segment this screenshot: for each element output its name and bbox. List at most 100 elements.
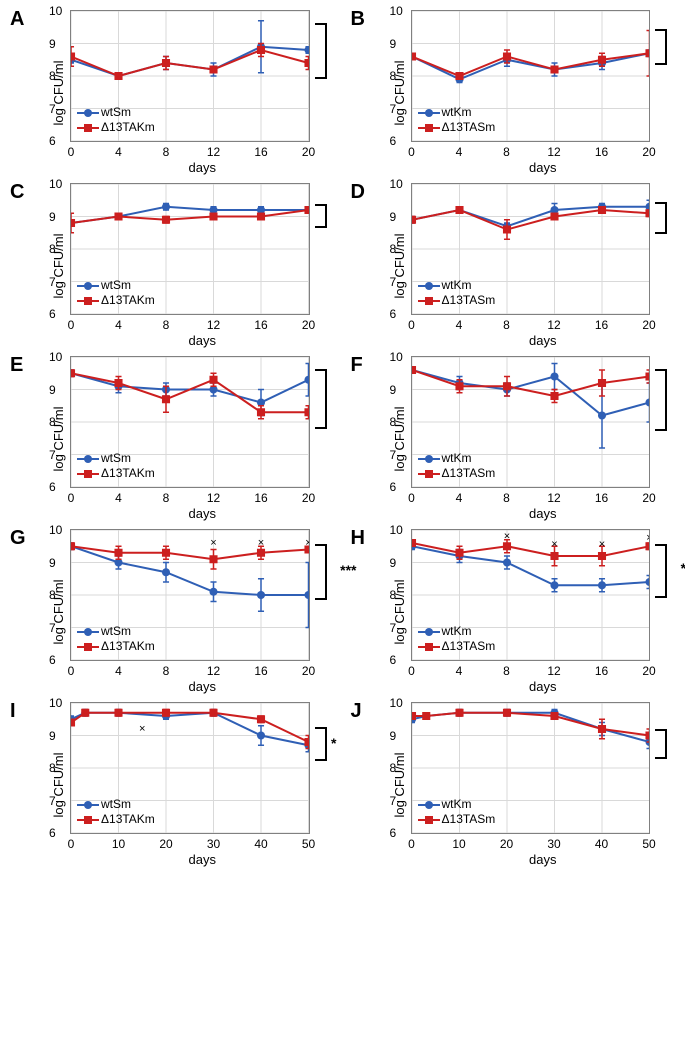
y-tick-label: 10 (390, 177, 403, 191)
legend: wtSmΔ13TAKm (77, 105, 155, 135)
legend-row: Δ13TAKm (77, 466, 155, 481)
x-tick-label: 4 (456, 664, 463, 678)
svg-text:×: × (139, 723, 145, 735)
x-tick-label: 16 (595, 318, 608, 332)
legend-row: wtSm (77, 105, 155, 120)
y-tick-label: 10 (49, 177, 62, 191)
x-tick-label: 16 (254, 491, 267, 505)
legend-label: wtSm (101, 278, 131, 293)
legend: wtSmΔ13TAKm (77, 797, 155, 827)
svg-text:×: × (503, 530, 509, 542)
svg-text:×: × (551, 539, 557, 551)
legend-label: wtKm (442, 105, 472, 120)
legend-label: Δ13TASm (442, 639, 496, 654)
x-tick-label: 8 (163, 664, 170, 678)
legend-label: wtSm (101, 105, 131, 120)
legend-row: Δ13TAKm (77, 812, 155, 827)
legend-swatch (418, 453, 440, 465)
chart-box: LB 20 °Clog CFU/ml678910048121620wtKmΔ13… (371, 10, 676, 175)
chart-box: M9 minimal mediumlog CFU/ml×678910010203… (30, 702, 335, 867)
x-axis-label: days (70, 160, 335, 175)
significance-label: * (331, 735, 336, 751)
x-tick-label: 16 (595, 491, 608, 505)
x-tick-label: 20 (302, 491, 315, 505)
y-tick-label: 7 (390, 794, 397, 808)
x-tick-label: 0 (408, 318, 415, 332)
x-tick-label: 0 (68, 491, 75, 505)
x-tick-label: 30 (207, 837, 220, 851)
legend-row: wtKm (418, 624, 496, 639)
y-tick-label: 8 (49, 415, 56, 429)
x-axis-label: days (70, 852, 335, 867)
svg-text:×: × (598, 539, 604, 551)
x-axis-label: days (411, 506, 676, 521)
x-tick-label: 0 (408, 664, 415, 678)
plot-area: 678910048121620wtKmΔ13TASm (411, 183, 651, 315)
y-tick-label: 8 (390, 242, 397, 256)
legend-swatch (77, 295, 99, 307)
y-tick-label: 9 (390, 383, 397, 397)
y-tick-label: 10 (390, 4, 403, 18)
panel-letter: H (351, 527, 371, 550)
x-tick-label: 0 (408, 491, 415, 505)
y-tick-label: 7 (49, 621, 56, 635)
panel-letter: A (10, 8, 30, 31)
panel-letter: D (351, 181, 371, 204)
legend-row: Δ13TAKm (77, 639, 155, 654)
y-tick-label: 10 (390, 523, 403, 537)
plot-area: ×67891001020304050wtSmΔ13TAKm* (70, 702, 310, 834)
legend-label: Δ13TASm (442, 466, 496, 481)
legend-swatch (418, 626, 440, 638)
x-axis-label: days (411, 679, 676, 694)
legend-swatch (77, 799, 99, 811)
chart-box: M9 minimal medium + glclog CFU/ml6789100… (30, 183, 335, 348)
chart-panel-J: JM9 minimal mediumlog CFU/ml678910010203… (351, 702, 676, 867)
x-tick-label: 20 (302, 318, 315, 332)
panel-letter: F (351, 354, 371, 377)
y-tick-label: 9 (49, 556, 56, 570)
panel-letter: B (351, 8, 371, 31)
chart-panel-A: ALB 20 °Clog CFU/ml678910048121620wtSmΔ1… (10, 10, 335, 175)
plot-area: ××××678910048121620wtKmΔ13TASm*** (411, 529, 651, 661)
x-tick-label: 0 (68, 145, 75, 159)
y-tick-label: 8 (49, 69, 56, 83)
legend-row: Δ13TAKm (77, 120, 155, 135)
x-tick-label: 16 (254, 318, 267, 332)
legend: wtSmΔ13TAKm (77, 624, 155, 654)
x-tick-label: 20 (642, 145, 655, 159)
panel-letter: G (10, 527, 30, 550)
legend-row: wtSm (77, 624, 155, 639)
comparison-bracket (655, 729, 667, 759)
x-tick-label: 40 (595, 837, 608, 851)
legend-row: wtKm (418, 278, 496, 293)
chart-panel-D: DM9 minimal medium + glclog CFU/ml678910… (351, 183, 676, 348)
x-tick-label: 30 (547, 837, 560, 851)
svg-text:×: × (210, 537, 216, 549)
y-tick-label: 9 (49, 383, 56, 397)
x-tick-label: 20 (302, 145, 315, 159)
legend-label: Δ13TAKm (101, 466, 155, 481)
x-tick-label: 0 (68, 837, 75, 851)
x-tick-label: 40 (254, 837, 267, 851)
legend-swatch (77, 814, 99, 826)
x-tick-label: 4 (456, 491, 463, 505)
y-tick-label: 7 (49, 102, 56, 116)
y-tick-label: 8 (390, 588, 397, 602)
legend: wtSmΔ13TAKm (77, 451, 155, 481)
x-tick-label: 0 (408, 145, 415, 159)
comparison-bracket (315, 204, 327, 228)
legend-swatch (418, 641, 440, 653)
x-tick-label: 8 (163, 145, 170, 159)
x-tick-label: 8 (163, 491, 170, 505)
y-tick-label: 7 (49, 448, 56, 462)
legend-label: Δ13TASm (442, 120, 496, 135)
legend-swatch (418, 799, 440, 811)
legend: wtKmΔ13TASm (418, 451, 496, 481)
x-tick-label: 20 (159, 837, 172, 851)
legend-label: wtKm (442, 451, 472, 466)
x-axis-label: days (411, 160, 676, 175)
x-tick-label: 10 (452, 837, 465, 851)
plot-area: ×××678910048121620wtSmΔ13TAKm*** (70, 529, 310, 661)
legend-swatch (418, 122, 440, 134)
legend-swatch (77, 280, 99, 292)
